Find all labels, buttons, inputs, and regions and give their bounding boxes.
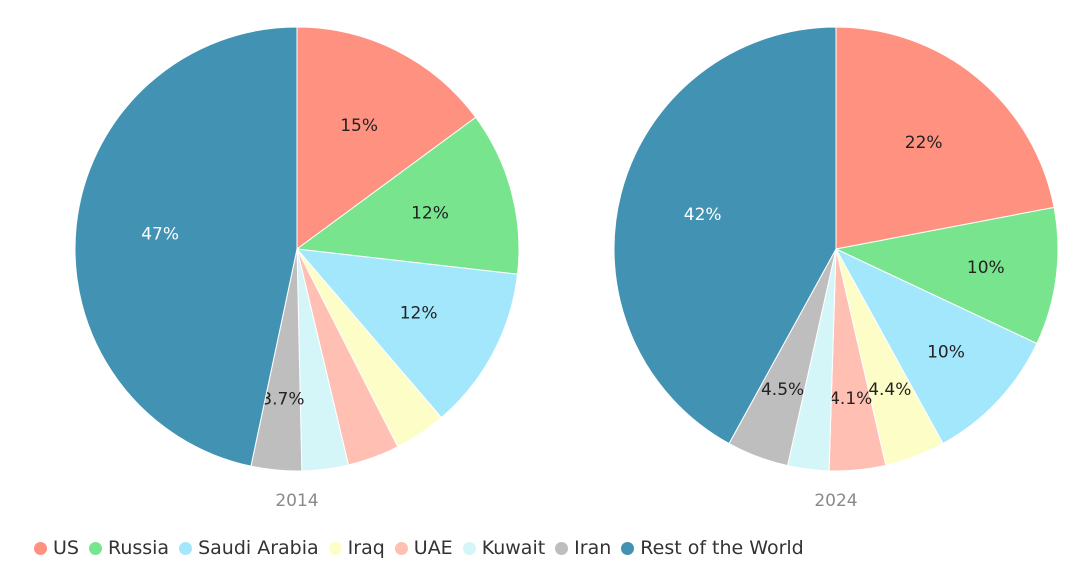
legend-label: UAE — [413, 537, 453, 559]
legend-color-dot — [328, 541, 342, 555]
legend-label: Saudi Arabia — [198, 537, 319, 559]
data-label: 12% — [411, 204, 449, 224]
legend-color-dot — [621, 541, 635, 555]
legend-item: UAE — [394, 537, 453, 559]
chart-legend: US Russia Saudi Arabia Iraq UAE Kuwait Iran Res… — [34, 534, 814, 562]
legend-item: Iraq — [328, 537, 385, 559]
pie-year-label: 2024 — [814, 491, 857, 511]
data-label: 42% — [684, 205, 722, 225]
legend-color-dot — [179, 541, 193, 555]
data-label: 3.7% — [261, 389, 304, 409]
slice-saudi-arabia — [834, 247, 1038, 445]
legend-color-dot — [462, 541, 476, 555]
data-label: 10% — [927, 342, 965, 362]
data-label: 4.5% — [761, 380, 804, 400]
slice-rest-of-the-world — [74, 26, 298, 467]
data-label: 22% — [905, 133, 943, 153]
slice-saudi-arabia — [295, 248, 519, 419]
legend-label: US — [53, 537, 79, 559]
legend-item: Iran — [555, 537, 611, 559]
legend-color-dot — [34, 541, 47, 555]
pie-2024: 22% 10% 10% 4.4%4.1% 4.5% 42% 2024 — [613, 26, 1059, 511]
legend-item: Russia — [88, 537, 170, 559]
legend-item: Rest of the World — [621, 537, 804, 559]
legend-color-dot — [394, 541, 408, 555]
slice-russia — [295, 116, 520, 275]
legend-item: Saudi Arabia — [179, 537, 319, 559]
legend-label: Russia — [107, 537, 170, 559]
data-label: 4.4% — [868, 380, 911, 400]
data-label: 4.1% — [829, 389, 872, 409]
slice-rest-of-the-world — [613, 26, 837, 445]
slice-russia — [834, 206, 1059, 345]
legend-label: Iran — [574, 537, 612, 559]
legend-item: Kuwait — [462, 537, 546, 559]
legend-color-dot — [88, 541, 102, 555]
slice-us — [835, 26, 1055, 250]
data-label: 47% — [141, 225, 179, 245]
pie-year-label: 2014 — [275, 491, 318, 511]
data-label: 12% — [400, 304, 438, 324]
legend-label: Iraq — [347, 537, 385, 559]
data-label: 15% — [340, 116, 378, 136]
slice-us — [296, 26, 477, 250]
pie-charts: 15% 12% 12% 3.7% 47% 2014 22% 10% 10% 4.4%4.1% 4.5… — [74, 26, 1059, 511]
legend-color-dot — [555, 541, 569, 555]
pie-2014: 15% 12% 12% 3.7% 47% 2014 — [74, 26, 520, 511]
legend-label: Kuwait — [481, 537, 546, 559]
data-label: 10% — [967, 258, 1005, 278]
legend-label: Rest of the World — [640, 537, 804, 559]
legend-item: US — [34, 537, 79, 559]
